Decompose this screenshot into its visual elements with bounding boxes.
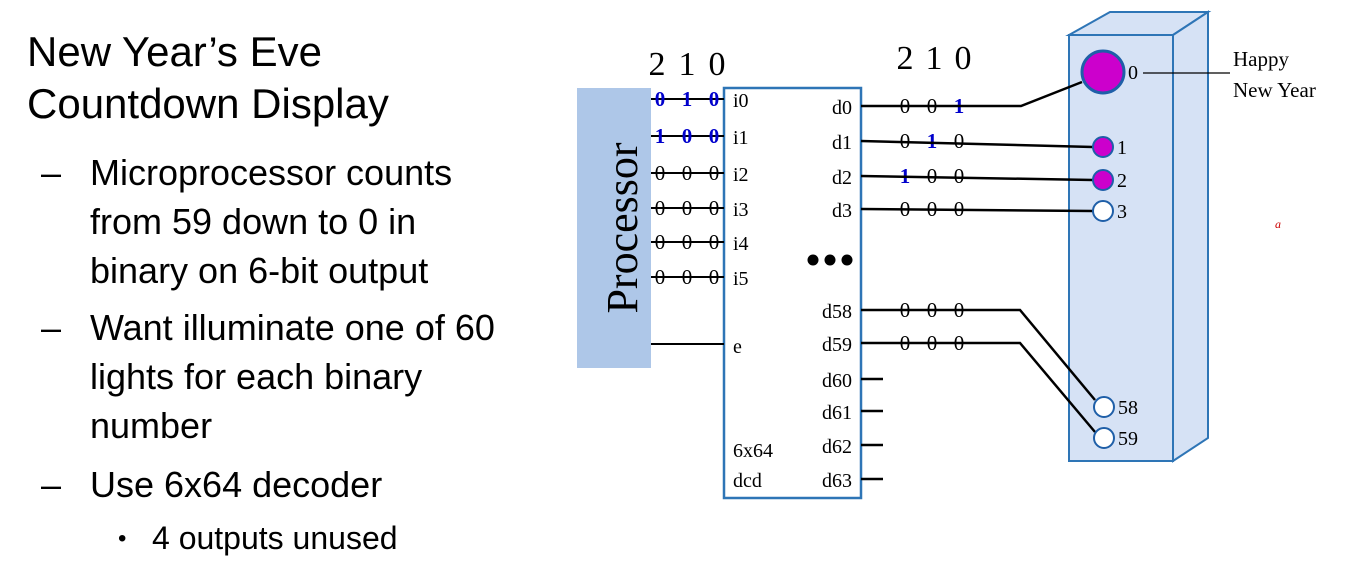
light-58 xyxy=(1093,396,1115,418)
input-bit: 0 xyxy=(655,161,666,185)
light-59 xyxy=(1093,427,1115,449)
light-wires xyxy=(860,80,1096,433)
input-pin-i5: i5 xyxy=(733,268,749,290)
light-1 xyxy=(1092,136,1114,158)
callout-line-2: New Year xyxy=(1233,78,1316,102)
input-bit: 0 xyxy=(655,230,666,254)
bullet-dash-2: – xyxy=(41,307,62,348)
enable-pin: e xyxy=(733,336,742,358)
callout-line-1: Happy xyxy=(1233,47,1289,71)
processor-label: Processor xyxy=(598,142,647,313)
ellipsis-dot xyxy=(841,254,853,266)
light-wire xyxy=(861,308,1096,401)
input-pin-i1: i1 xyxy=(733,127,749,149)
bullet-2-line-1: Want illuminate one of 60 xyxy=(90,307,495,348)
slide-title: New Year’s Eve Countdown Display xyxy=(27,26,389,130)
light-wire xyxy=(860,139,1094,149)
light-wire xyxy=(860,174,1094,182)
output-pin-d3: d3 xyxy=(832,200,852,222)
decoder-label-line-2: dcd xyxy=(733,470,762,492)
input-bit-header-2: 2 xyxy=(649,46,666,83)
stray-mark: a xyxy=(1275,217,1281,231)
input-bit: 0 xyxy=(682,230,693,254)
bullet-1-line-3: binary on 6-bit output xyxy=(90,250,429,291)
ellipsis-dot xyxy=(824,254,836,266)
processor-block xyxy=(577,88,651,368)
title-line-2: Countdown Display xyxy=(27,80,389,127)
light-wire xyxy=(860,207,1094,213)
bullet-1-line-2: from 59 down to 0 in xyxy=(90,201,417,242)
light-2 xyxy=(1092,169,1114,191)
input-bit-header-1: 1 xyxy=(679,46,696,83)
decoder-label-line-1: 6x64 xyxy=(733,440,773,462)
input-bit: 0 xyxy=(655,196,666,220)
input-bit: 0 xyxy=(682,265,693,289)
unused-outputs: d60 d61 d62 d63 xyxy=(822,370,883,492)
input-bit: 1 xyxy=(655,124,666,148)
output-pin-d58: d58 xyxy=(822,301,852,323)
light-wire xyxy=(861,80,1083,108)
light-label: 3 xyxy=(1117,201,1127,223)
input-bit: 0 xyxy=(709,230,720,254)
output-bit-header-2: 2 xyxy=(897,40,914,77)
input-wires: 0 1 0 i01 0 0 i10 0 0 i20 0 0 i30 0 0 i40 0 0 i5 xyxy=(651,87,749,290)
output-bit-header-0: 0 xyxy=(955,40,972,77)
input-bit: 0 xyxy=(709,124,720,148)
output-pin-d1: d1 xyxy=(832,132,852,154)
output-bit: 0 xyxy=(954,129,965,153)
bullet-2: Want illuminate one of 60 lights for eac… xyxy=(90,303,495,450)
input-bit: 0 xyxy=(655,265,666,289)
output-bit: 0 xyxy=(954,164,965,188)
unused-pin-d60: d60 xyxy=(822,370,852,392)
lights: 0 1 2 3 58 59 xyxy=(1080,49,1138,450)
unused-pin-d61: d61 xyxy=(822,402,852,424)
bullet-3: Use 6x64 decoder xyxy=(90,460,382,509)
panel-side xyxy=(1172,10,1209,463)
output-pin-d2: d2 xyxy=(832,167,852,189)
input-bit: 0 xyxy=(709,161,720,185)
input-bit-header-0: 0 xyxy=(709,46,726,83)
input-pin-i0: i0 xyxy=(733,90,749,112)
light-wire xyxy=(861,341,1096,433)
input-bit: 0 xyxy=(682,196,693,220)
output-pin-d0: d0 xyxy=(832,97,852,119)
input-bit: 0 xyxy=(682,124,693,148)
unused-pin-d63: d63 xyxy=(822,470,852,492)
input-pin-i4: i4 xyxy=(733,233,749,255)
bullet-dash-1: – xyxy=(41,152,62,193)
light-label: 2 xyxy=(1117,170,1127,192)
input-bit: 0 xyxy=(709,87,720,111)
sub-bullet: 4 outputs unused xyxy=(152,520,398,556)
output-pin-d59: d59 xyxy=(822,334,852,356)
ellipsis-dot xyxy=(807,254,819,266)
input-bit: 0 xyxy=(655,87,666,111)
bullet-dash-3: – xyxy=(41,464,62,505)
sub-bullet-dot: • xyxy=(118,525,127,552)
bullet-2-line-3: number xyxy=(90,405,213,446)
light-3 xyxy=(1092,200,1114,222)
decoder-block xyxy=(722,86,863,500)
output-bit-header-1: 1 xyxy=(926,40,943,77)
bullet-1: Microprocessor counts from 59 down to 0 … xyxy=(90,148,452,295)
bullet-3-line-1: Use 6x64 decoder xyxy=(90,464,383,505)
output-bit: 1 xyxy=(927,129,938,153)
input-pin-i2: i2 xyxy=(733,164,749,186)
unused-pin-d62: d62 xyxy=(822,436,852,458)
light-label: 58 xyxy=(1118,397,1138,419)
title-line-1: New Year’s Eve xyxy=(27,28,322,75)
input-bit: 0 xyxy=(682,161,693,185)
input-bit: 0 xyxy=(709,265,720,289)
bullet-1-line-1: Microprocessor counts xyxy=(90,152,453,193)
light-label: 0 xyxy=(1128,62,1138,84)
bullet-2-line-2: lights for each binary xyxy=(90,356,423,397)
input-bit: 0 xyxy=(709,196,720,220)
light-0 xyxy=(1080,49,1126,95)
light-label: 59 xyxy=(1118,428,1138,450)
input-pin-i3: i3 xyxy=(733,199,749,221)
light-label: 1 xyxy=(1117,137,1127,159)
input-bit: 1 xyxy=(682,87,693,111)
